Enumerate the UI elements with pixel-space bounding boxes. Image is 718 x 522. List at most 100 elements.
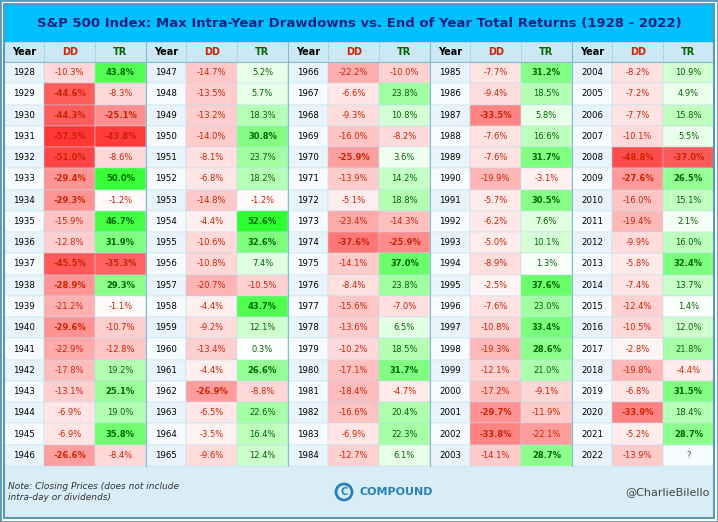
Bar	[328, 168, 379, 189]
Text: -5.0%: -5.0%	[484, 238, 508, 247]
Bar	[379, 104, 430, 126]
Text: 2019: 2019	[582, 387, 603, 396]
Text: -9.6%: -9.6%	[200, 451, 224, 460]
Bar	[95, 168, 146, 189]
Bar	[288, 42, 328, 62]
Text: 2014: 2014	[582, 281, 603, 290]
Bar	[237, 84, 288, 104]
Text: 43.7%: 43.7%	[248, 302, 277, 311]
Text: 1955: 1955	[155, 238, 177, 247]
Bar	[4, 253, 45, 275]
Bar	[237, 360, 288, 381]
Text: 1939: 1939	[14, 302, 35, 311]
Bar	[328, 42, 379, 62]
Text: -8.6%: -8.6%	[108, 153, 133, 162]
Text: 1942: 1942	[14, 366, 35, 375]
Bar	[146, 445, 187, 466]
Bar	[95, 126, 146, 147]
Bar	[95, 253, 146, 275]
Bar	[4, 338, 45, 360]
Text: 19.0%: 19.0%	[107, 408, 134, 418]
Bar	[146, 62, 187, 84]
Bar	[187, 126, 237, 147]
Text: Year: Year	[580, 47, 605, 57]
Bar	[95, 360, 146, 381]
Bar	[612, 360, 663, 381]
Text: -6.9%: -6.9%	[57, 408, 82, 418]
Bar	[95, 84, 146, 104]
Bar	[572, 104, 612, 126]
Text: -51.0%: -51.0%	[53, 153, 86, 162]
Bar	[663, 211, 714, 232]
Text: 31.9%: 31.9%	[106, 238, 135, 247]
Text: 1984: 1984	[297, 451, 320, 460]
Bar	[521, 402, 572, 423]
Bar	[328, 232, 379, 253]
Text: -19.3%: -19.3%	[481, 345, 510, 353]
Text: 1935: 1935	[14, 217, 35, 226]
Bar	[572, 168, 612, 189]
Bar	[45, 232, 95, 253]
Text: -29.4%: -29.4%	[53, 174, 86, 183]
Text: 2001: 2001	[439, 408, 461, 418]
Bar	[237, 445, 288, 466]
Text: 1990: 1990	[439, 174, 461, 183]
Text: 18.5%: 18.5%	[391, 345, 418, 353]
Text: 2022: 2022	[582, 451, 603, 460]
Text: 12.1%: 12.1%	[249, 323, 276, 333]
Bar	[328, 338, 379, 360]
Text: -12.4%: -12.4%	[623, 302, 653, 311]
Bar	[45, 445, 95, 466]
Bar	[328, 445, 379, 466]
Bar	[146, 253, 187, 275]
Text: 29.3%: 29.3%	[106, 281, 135, 290]
Bar	[45, 360, 95, 381]
Bar	[45, 104, 95, 126]
Bar	[663, 62, 714, 84]
Text: -16.0%: -16.0%	[623, 196, 653, 205]
Bar	[379, 317, 430, 338]
Bar	[187, 168, 237, 189]
Text: 1972: 1972	[297, 196, 320, 205]
Text: 1989: 1989	[439, 153, 461, 162]
Text: 1969: 1969	[297, 132, 319, 141]
Bar	[379, 445, 430, 466]
Text: -22.1%: -22.1%	[532, 430, 561, 438]
Bar	[430, 360, 470, 381]
Text: -8.2%: -8.2%	[625, 68, 650, 77]
Text: -10.1%: -10.1%	[623, 132, 653, 141]
Bar	[612, 253, 663, 275]
Bar	[612, 381, 663, 402]
Text: 1985: 1985	[439, 68, 461, 77]
Text: -3.5%: -3.5%	[200, 430, 224, 438]
Text: 1996: 1996	[439, 302, 461, 311]
Bar	[187, 147, 237, 168]
Text: 21.0%: 21.0%	[533, 366, 559, 375]
Text: 18.8%: 18.8%	[391, 196, 418, 205]
Bar	[237, 147, 288, 168]
Text: 1933: 1933	[14, 174, 35, 183]
Text: 18.3%: 18.3%	[249, 111, 276, 120]
Text: -16.0%: -16.0%	[339, 132, 368, 141]
Bar	[187, 62, 237, 84]
Bar	[45, 189, 95, 211]
Bar	[95, 42, 146, 62]
Bar	[288, 275, 328, 296]
Bar	[187, 275, 237, 296]
Text: 21.8%: 21.8%	[675, 345, 701, 353]
Bar	[430, 232, 470, 253]
Text: -44.3%: -44.3%	[53, 111, 86, 120]
Bar	[612, 211, 663, 232]
Text: 12.0%: 12.0%	[675, 323, 701, 333]
Text: -13.4%: -13.4%	[197, 345, 226, 353]
Text: -27.6%: -27.6%	[621, 174, 654, 183]
Bar	[146, 232, 187, 253]
Bar	[521, 275, 572, 296]
Text: -2.5%: -2.5%	[484, 281, 508, 290]
Text: -20.7%: -20.7%	[197, 281, 226, 290]
Text: 1950: 1950	[155, 132, 177, 141]
Text: 16.6%: 16.6%	[533, 132, 560, 141]
Text: 26.5%: 26.5%	[673, 174, 703, 183]
Bar	[430, 381, 470, 402]
Bar	[470, 104, 521, 126]
